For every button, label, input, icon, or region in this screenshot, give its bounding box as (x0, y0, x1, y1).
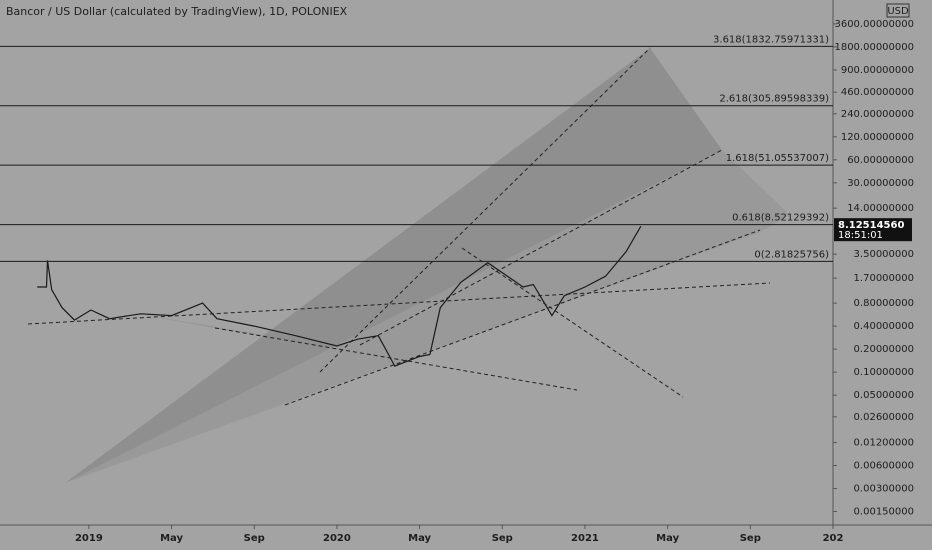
y-tick-label: 1.70000000 (854, 273, 914, 284)
currency: USD (887, 6, 909, 17)
x-tick-label: 2021 (571, 533, 599, 544)
trend-line (27, 282, 771, 325)
y-tick-label: 0.20000000 (854, 344, 914, 355)
fib-level-label: 3.618(1832.75971331) (713, 34, 829, 45)
chart-title: Bancor / US Dollar (calculated by Tradin… (6, 5, 348, 18)
drawings (27, 47, 790, 483)
price-line (37, 225, 642, 367)
fib-level-label: 2.618(305.89598339) (719, 94, 829, 105)
x-tick-label: May (656, 533, 679, 544)
y-tick-label: 3.50000000 (854, 249, 914, 260)
currency-box (886, 3, 910, 18)
x-tick-label: Sep (244, 533, 265, 544)
y-tick-label: 0.00600000 (854, 461, 914, 472)
x-tick-label: 2020 (323, 533, 351, 544)
y-tick-label: 0.02600000 (854, 412, 914, 423)
fib-level-label: 1.618(51.05537007) (726, 153, 829, 164)
trend-line (359, 149, 723, 346)
y-tick-label: 120.00000000 (841, 132, 914, 143)
countdown: 18:51:01 (838, 230, 883, 241)
trend-line (319, 47, 651, 373)
y-tick-label: 0.10000000 (854, 367, 914, 378)
last-price-box (834, 218, 912, 242)
x-tick-label: 202 (823, 533, 844, 544)
wedge (150, 316, 330, 346)
x-tick-label: May (160, 533, 183, 544)
x-tick-label: Sep (492, 533, 513, 544)
trend-line (461, 247, 684, 398)
fib-level-label: 0.618(8.52129392) (732, 213, 829, 224)
y-tick-label: 1800.00000000 (834, 42, 914, 53)
y-tick-label: 14.00000000 (847, 203, 914, 214)
y-tick-label: 0.00300000 (854, 484, 914, 495)
y-tick-label: 240.00000000 (841, 109, 914, 120)
y-tick-label: 60.00000000 (847, 155, 914, 166)
x-tick-label: 2019 (75, 533, 103, 544)
y-tick-label: 30.00000000 (847, 178, 914, 189)
y-tick-label: 0.01200000 (854, 438, 914, 449)
trend-line (214, 327, 578, 391)
y-tick-label: 0.80000000 (854, 298, 914, 309)
trend-line (284, 229, 761, 406)
fan-zone (65, 150, 790, 483)
y-tick-label: 900.00000000 (841, 65, 914, 76)
y-tick-label: 0.00150000 (854, 507, 914, 518)
y-tick-label: 0.40000000 (854, 321, 914, 332)
fib-level-label: 0(2.81825756) (754, 249, 829, 260)
x-tick-label: Sep (740, 533, 761, 544)
last-price-label: 8.12514560 (838, 220, 904, 231)
y-tick-label: 3600.00000000 (834, 19, 914, 30)
fan-zone (65, 48, 722, 483)
y-tick-label: 0.05000000 (854, 390, 914, 401)
x-tick-label: May (408, 533, 431, 544)
y-tick-label: 460.00000000 (841, 87, 914, 98)
